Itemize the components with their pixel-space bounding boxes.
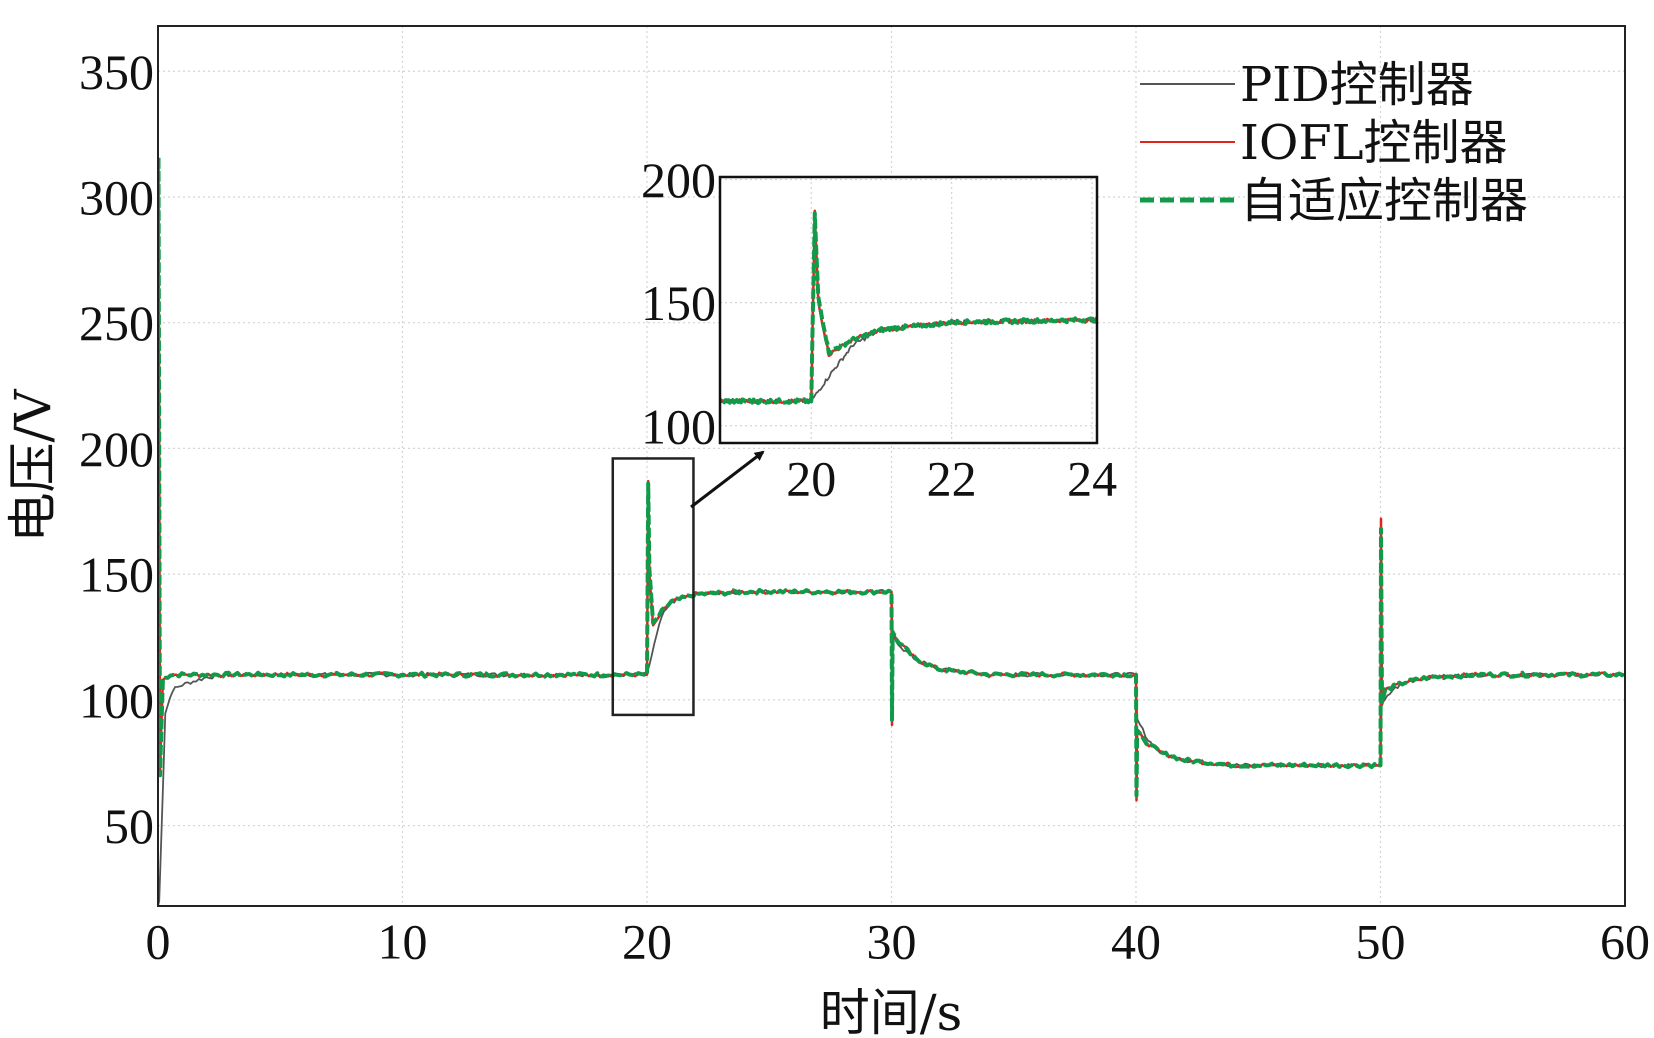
zoom-region-box xyxy=(611,457,695,717)
inset-background xyxy=(720,177,1097,443)
inset-x-tick-label: 20 xyxy=(786,451,836,507)
main-y-tick-label: 100 xyxy=(79,672,154,728)
main-x-tick-label: 50 xyxy=(1356,914,1406,970)
inset-x-tick-label: 24 xyxy=(1067,451,1117,507)
zoom-arrow xyxy=(690,450,765,509)
x-axis-label: 时间/s xyxy=(820,984,963,1038)
main-y-tick-label: 300 xyxy=(79,169,154,225)
main-x-tick-label: 40 xyxy=(1111,914,1161,970)
main-plot-frame xyxy=(157,25,1626,907)
main-series-line-2 xyxy=(158,154,1625,798)
legend-label-0: PID控制器 xyxy=(1240,57,1474,113)
main-y-tick-label: 150 xyxy=(79,547,154,603)
inset-y-tick-label: 100 xyxy=(641,398,716,454)
inset-tick-labels: 20 22 24 100 150 200 xyxy=(641,152,1117,507)
main-y-tick-label: 250 xyxy=(79,295,154,351)
y-axis-label: 电压/V xyxy=(4,389,62,543)
inset-x-tick-label: 22 xyxy=(927,451,977,507)
inset-frame xyxy=(718,175,1099,445)
legend-label-1: IOFL控制器 xyxy=(1240,115,1508,171)
main-x-tick-label: 60 xyxy=(1600,914,1650,970)
main-y-tick-label: 50 xyxy=(104,798,154,854)
main-x-tick-label: 10 xyxy=(378,914,428,970)
inset-y-tick-label: 150 xyxy=(641,275,716,331)
main-x-tick-label: 30 xyxy=(867,914,917,970)
main-y-tick-label: 350 xyxy=(79,44,154,100)
main-y-tick-label: 200 xyxy=(79,421,154,477)
main-series xyxy=(158,154,1625,906)
main-x-tick-label: 0 xyxy=(146,914,171,970)
legend-label-2: 自适应控制器 xyxy=(1240,173,1528,229)
main-tick-labels: 0 10 20 30 40 50 60 50 100 150 200 250 300 350 xyxy=(79,44,1650,970)
main-x-tick-label: 20 xyxy=(622,914,672,970)
inset-y-tick-label: 200 xyxy=(641,152,716,208)
